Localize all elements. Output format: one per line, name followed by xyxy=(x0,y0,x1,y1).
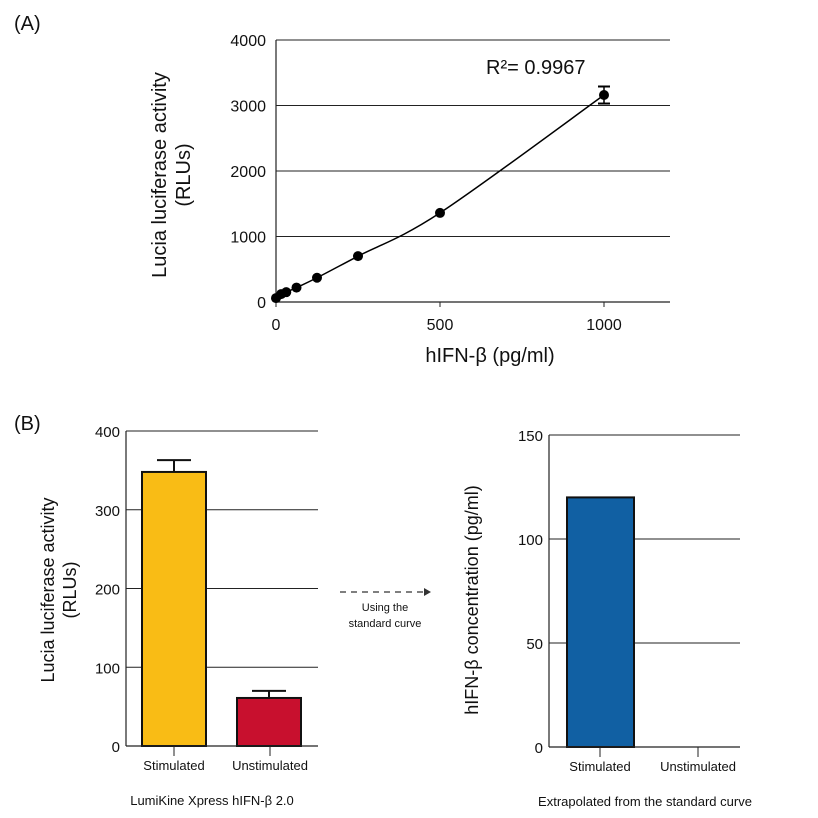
y-tick-label: 100 xyxy=(518,532,543,549)
rlu-bar-chart: Lucia luciferase activity (RLUs) LumiKin… xyxy=(38,424,318,808)
data-point xyxy=(353,251,363,262)
x-tick-label: Unstimulated xyxy=(232,758,308,773)
r-squared-annotation: R²= 0.9967 xyxy=(486,57,586,79)
y-tick-label: 4000 xyxy=(230,33,266,50)
x-tick-label: 1000 xyxy=(586,317,622,334)
y-axis-label: hIFN-β concentration (pg/ml) xyxy=(462,485,482,714)
fit-curve xyxy=(275,94,605,299)
y-tick-label: 0 xyxy=(112,739,120,756)
y-tick-label: 400 xyxy=(95,424,120,441)
standard-curve-chart: hIFN-β (pg/ml) Lucia luciferase activity… xyxy=(149,33,670,367)
y-tick-label: 300 xyxy=(95,503,120,520)
y-tick-label: 0 xyxy=(535,740,543,757)
y-tick-label: 100 xyxy=(95,660,120,677)
y-tick-label: 1000 xyxy=(230,230,266,247)
bar xyxy=(141,470,207,747)
data-point xyxy=(435,207,445,218)
x-tick-label: Stimulated xyxy=(569,759,630,774)
concentration-bar-chart: hIFN-β concentration (pg/ml) Extrapolate… xyxy=(462,428,752,809)
y-axis-label: Lucia luciferase activity xyxy=(149,72,171,278)
arrow-head-icon xyxy=(424,588,431,596)
data-point xyxy=(281,287,292,298)
y-tick-label: 50 xyxy=(526,636,543,653)
panel-a-label: (A) xyxy=(14,13,41,35)
caption: Extrapolated from the standard curve xyxy=(538,794,752,809)
standard-curve-arrow: Using the standard curve xyxy=(340,588,431,630)
arrow-label-line2: standard curve xyxy=(349,618,422,630)
x-axis-label: hIFN-β (pg/ml) xyxy=(425,345,554,367)
bar xyxy=(566,496,635,748)
y-axis-label: Lucia luciferase activity xyxy=(38,497,58,682)
y-axis-label-unit: (RLUs) xyxy=(173,143,195,206)
panel-b-label: (B) xyxy=(14,413,41,435)
data-point xyxy=(312,272,322,283)
arrow-label-line1: Using the xyxy=(362,602,408,614)
y-tick-label: 200 xyxy=(95,582,120,599)
x-tick-label: 0 xyxy=(272,317,281,334)
y-tick-label: 2000 xyxy=(230,164,266,181)
x-tick-label: Unstimulated xyxy=(660,759,736,774)
data-point xyxy=(599,90,609,101)
data-point xyxy=(291,282,302,293)
caption: LumiKine Xpress hIFN-β 2.0 xyxy=(130,793,294,808)
bar xyxy=(236,696,302,748)
x-tick-label: 500 xyxy=(427,317,454,334)
y-tick-label: 150 xyxy=(518,428,543,445)
y-axis-label-unit: (RLUs) xyxy=(60,562,80,619)
y-tick-label: 3000 xyxy=(230,99,266,116)
y-tick-label: 0 xyxy=(257,295,266,312)
x-tick-label: Stimulated xyxy=(143,758,204,773)
